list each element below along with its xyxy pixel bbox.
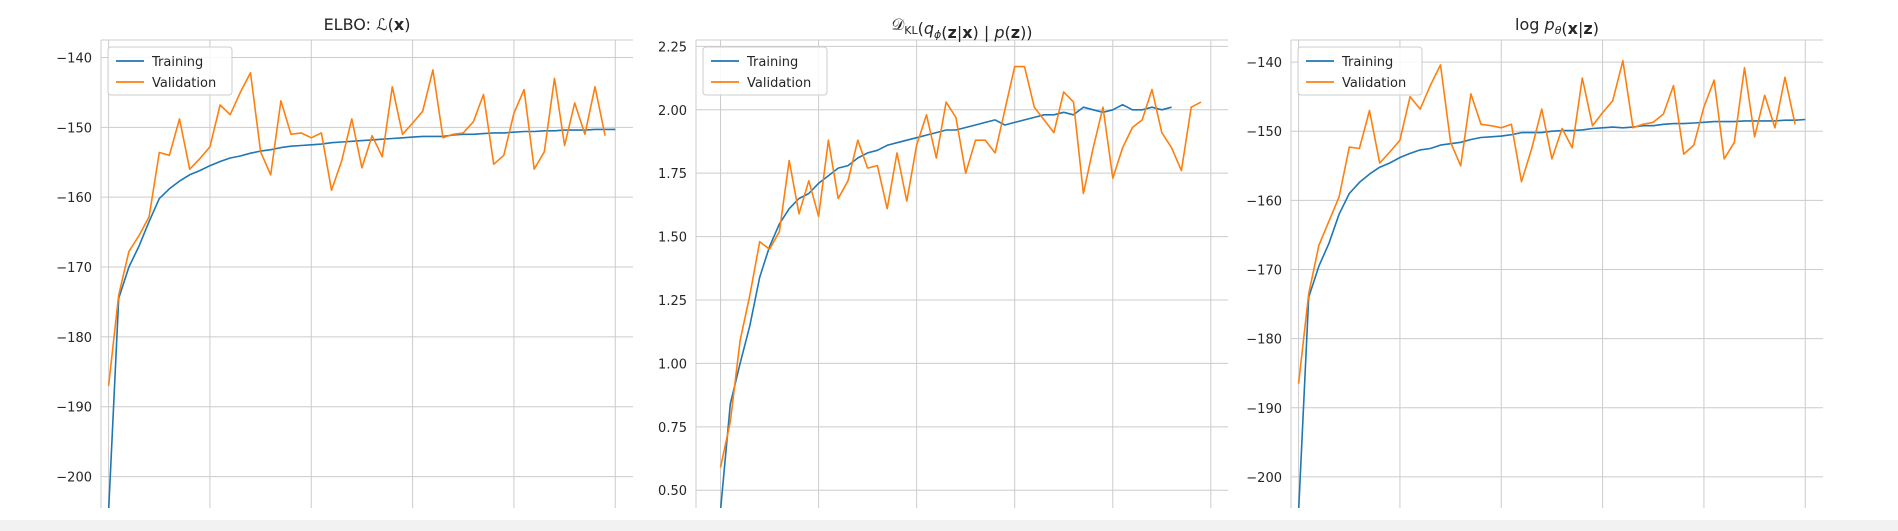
legend-label: Validation xyxy=(152,76,216,91)
y-tick-label: 0.50 xyxy=(658,484,687,499)
series-line-training xyxy=(1297,118,1806,508)
chart-title-part: 𝒟 xyxy=(891,15,904,34)
y-tick-label: −200 xyxy=(56,471,92,486)
chart-title-part: ELBO: xyxy=(324,15,377,34)
y-tick-label: 1.00 xyxy=(658,357,687,372)
y-tick-label: 1.25 xyxy=(658,294,687,309)
y-tick-label: −140 xyxy=(56,51,92,66)
chart-title-part: | xyxy=(1578,19,1583,38)
chart-title-part: x xyxy=(1568,19,1579,38)
chart-title-part: x xyxy=(394,15,405,34)
chart-title-part: ( xyxy=(388,15,394,34)
figure: −140 −150 −160 −170 −180 −190 −200 Training Vali… xyxy=(0,0,1898,520)
y-tick-label: 2.00 xyxy=(658,104,687,119)
chart-title-part: ) xyxy=(1593,19,1599,38)
chart-title-part: z xyxy=(1583,19,1592,38)
legend-box xyxy=(107,46,233,96)
chart-title-part: log xyxy=(1515,15,1544,34)
series-line-validation xyxy=(719,65,1202,468)
chart-title: ELBO: ℒ(x) xyxy=(324,15,411,34)
y-tick-label: 1.50 xyxy=(658,231,687,246)
legend-label: Validation xyxy=(747,76,811,91)
y-tick-label: −170 xyxy=(1246,264,1282,279)
y-tick-label: −160 xyxy=(1246,194,1282,209)
chart-title-part: | xyxy=(957,23,962,42)
chart-title-part: p xyxy=(1544,15,1555,34)
y-tick-label: −190 xyxy=(56,401,92,416)
chart-title-part: )) xyxy=(1020,23,1032,42)
chart-title-part: ( xyxy=(918,19,924,38)
chart-title-part: ϕ xyxy=(934,28,941,41)
chart-panel-3: −140 −150 −160 −170 −180 −190 −200 Training Vali… xyxy=(1246,15,1823,508)
y-tick-label: 0.75 xyxy=(658,421,687,436)
chart-title: 𝒟KL(qϕ(z|x) | p(z)) xyxy=(891,15,1032,42)
chart-title: log pθ(x|z) xyxy=(1515,15,1599,38)
legend-box xyxy=(1297,46,1423,96)
legend-label: Training xyxy=(151,55,203,70)
series-line-training xyxy=(719,103,1172,508)
chart-title-part: ℒ xyxy=(376,15,388,34)
y-tick-label: −200 xyxy=(1246,471,1282,486)
y-tick-label: 2.25 xyxy=(658,40,687,55)
chart-title-part: ( xyxy=(1005,23,1011,42)
legend: Training Validation xyxy=(702,46,828,96)
series-line-validation xyxy=(1297,59,1796,384)
legend-label: Training xyxy=(1341,55,1393,70)
y-tick-label: −180 xyxy=(56,331,92,346)
chart-title-part: θ xyxy=(1555,24,1562,37)
chart-panel-2: 2.25 2.00 1.75 1.50 1.25 1.00 0.75 0.50 Training… xyxy=(658,15,1228,508)
legend: Training Validation xyxy=(107,46,233,96)
chart-title-part: ( xyxy=(941,23,947,42)
chart-title-part: q xyxy=(924,19,934,38)
y-tick-label: −150 xyxy=(56,121,92,136)
y-tick-label: −150 xyxy=(1246,125,1282,140)
chart-title-part: ) xyxy=(404,15,410,34)
chart-title-part: z xyxy=(948,23,957,42)
chart-title-part: ( xyxy=(1561,19,1567,38)
chart-panel-1: −140 −150 −160 −170 −180 −190 −200 Training Vali… xyxy=(56,15,633,508)
y-tick-label: 1.75 xyxy=(658,167,687,182)
chart-title-part: ) | xyxy=(973,23,995,42)
series-line-training xyxy=(107,128,616,508)
legend-box xyxy=(702,46,828,96)
y-tick-label: −160 xyxy=(56,191,92,206)
chart-title-part: z xyxy=(1011,23,1020,42)
legend-label: Training xyxy=(746,55,798,70)
y-tick-label: −190 xyxy=(1246,402,1282,417)
chart-title-part: p xyxy=(993,23,1004,42)
series-line-validation xyxy=(107,69,606,386)
legend: Training Validation xyxy=(1297,46,1423,96)
figure-svg: −140 −150 −160 −170 −180 −190 −200 Training Vali… xyxy=(56,15,1823,508)
chart-title-part: KL xyxy=(904,24,918,37)
legend-label: Validation xyxy=(1342,76,1406,91)
y-tick-label: −140 xyxy=(1246,56,1282,71)
y-tick-label: −170 xyxy=(56,261,92,276)
chart-title-part: x xyxy=(962,23,973,42)
y-tick-label: −180 xyxy=(1246,333,1282,348)
